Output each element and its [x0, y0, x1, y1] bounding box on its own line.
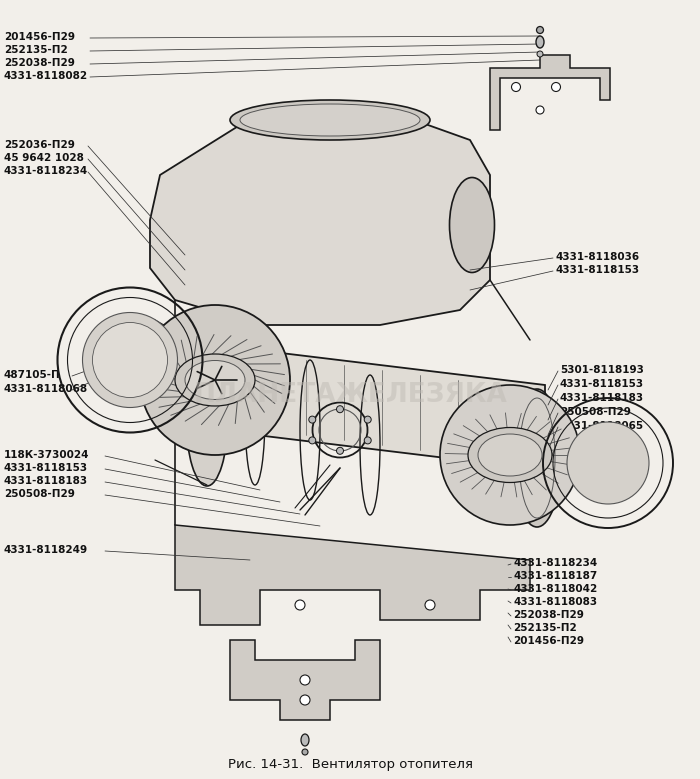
Polygon shape — [230, 640, 380, 720]
Ellipse shape — [536, 36, 544, 48]
Text: 252038-П29: 252038-П29 — [4, 58, 75, 68]
Polygon shape — [215, 345, 545, 470]
Ellipse shape — [519, 398, 555, 518]
Ellipse shape — [337, 406, 344, 413]
Ellipse shape — [468, 428, 552, 482]
Text: 4331-8118153: 4331-8118153 — [4, 463, 88, 473]
Ellipse shape — [567, 422, 649, 504]
Polygon shape — [150, 115, 490, 325]
Ellipse shape — [513, 389, 561, 527]
Ellipse shape — [301, 734, 309, 746]
Text: 4331-8118153: 4331-8118153 — [560, 379, 644, 389]
Ellipse shape — [302, 749, 308, 755]
Text: 118К-3730024: 118К-3730024 — [4, 450, 90, 460]
Text: 487105-П: 487105-П — [560, 435, 617, 445]
Ellipse shape — [300, 675, 310, 685]
Text: 4331-8118183: 4331-8118183 — [4, 476, 88, 486]
Ellipse shape — [512, 83, 521, 91]
Text: 4331-8118249: 4331-8118249 — [4, 545, 88, 555]
Ellipse shape — [295, 600, 305, 610]
Text: 4331-8118153: 4331-8118153 — [555, 265, 639, 275]
Ellipse shape — [536, 26, 543, 33]
Text: Рис. 14-31.  Вентилятор отопителя: Рис. 14-31. Вентилятор отопителя — [228, 758, 472, 771]
Ellipse shape — [240, 104, 420, 136]
Text: 45 9642 1028: 45 9642 1028 — [4, 153, 84, 163]
Ellipse shape — [309, 416, 316, 423]
Ellipse shape — [83, 312, 178, 407]
Ellipse shape — [364, 437, 371, 444]
Ellipse shape — [552, 83, 561, 91]
Text: 250508-П29: 250508-П29 — [4, 489, 75, 499]
Text: 4331-8118042: 4331-8118042 — [513, 584, 597, 594]
Text: 201456-П29: 201456-П29 — [4, 32, 75, 42]
Ellipse shape — [175, 354, 255, 406]
Text: 4331-8118036: 4331-8118036 — [555, 252, 639, 262]
Ellipse shape — [186, 348, 228, 486]
Polygon shape — [175, 525, 530, 625]
Ellipse shape — [337, 447, 344, 454]
Ellipse shape — [425, 600, 435, 610]
Ellipse shape — [478, 434, 542, 476]
Text: 252038-П29: 252038-П29 — [513, 610, 584, 620]
Text: 252135-П2: 252135-П2 — [4, 45, 68, 55]
Text: ПЛАНЕТАЖЕЛЕЗЯКА: ПЛАНЕТАЖЕЛЕЗЯКА — [193, 382, 507, 408]
Text: 4331-8118234: 4331-8118234 — [4, 166, 88, 176]
Ellipse shape — [440, 385, 580, 525]
Text: 4331-8118083: 4331-8118083 — [513, 597, 597, 607]
Ellipse shape — [92, 323, 167, 397]
Text: 5301-8118193: 5301-8118193 — [560, 365, 644, 375]
Text: 4331-8118183: 4331-8118183 — [560, 393, 644, 403]
Ellipse shape — [537, 51, 543, 57]
Text: 201456-П29: 201456-П29 — [513, 636, 584, 646]
Text: 252036-П29: 252036-П29 — [4, 140, 75, 150]
Ellipse shape — [364, 416, 371, 423]
Text: 4331-8118082: 4331-8118082 — [4, 71, 88, 81]
Ellipse shape — [536, 106, 544, 114]
Ellipse shape — [309, 437, 316, 444]
Text: 250508-П29: 250508-П29 — [560, 407, 631, 417]
Ellipse shape — [230, 100, 430, 140]
Ellipse shape — [300, 695, 310, 705]
Ellipse shape — [185, 361, 245, 400]
Text: 252135-П2: 252135-П2 — [513, 623, 577, 633]
Text: 4331-8118187: 4331-8118187 — [513, 571, 597, 581]
Ellipse shape — [140, 305, 290, 455]
Text: 4331-8118068: 4331-8118068 — [4, 384, 88, 394]
Text: 4331-8118234: 4331-8118234 — [513, 558, 597, 568]
Polygon shape — [490, 55, 610, 130]
Text: 4331-8118065: 4331-8118065 — [560, 421, 644, 431]
Ellipse shape — [449, 178, 494, 273]
Text: 487105-П: 487105-П — [4, 370, 61, 380]
